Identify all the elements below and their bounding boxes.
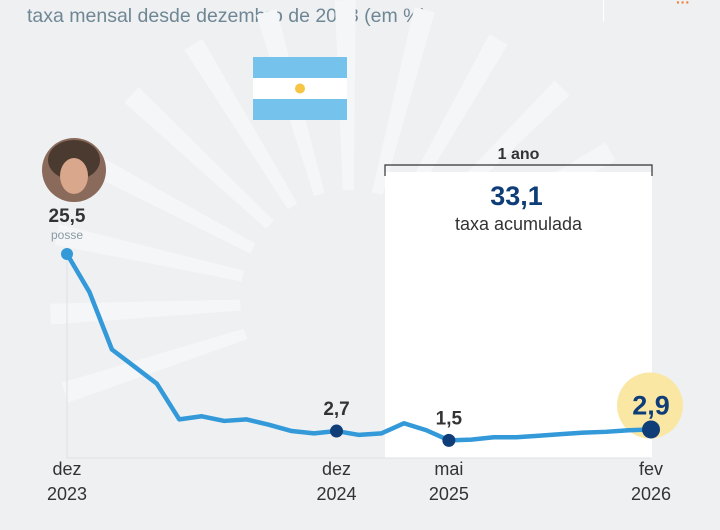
more-dots-icon[interactable]: ··· (676, 0, 690, 10)
x-tick-year: 2024 (317, 484, 357, 504)
background-ray (61, 328, 248, 403)
data-label: 2,9 (632, 390, 670, 420)
chart-subtitle: taxa mensal desde dezembro de 2023 (em %… (27, 5, 427, 27)
x-tick-month: dez (322, 459, 351, 479)
period-label: 1 ano (498, 146, 540, 163)
data-label: 2,7 (323, 399, 349, 420)
argentina-flag-icon (253, 57, 347, 120)
background-ray (184, 38, 298, 210)
period-box (385, 172, 652, 458)
x-tick-month: mai (434, 459, 463, 479)
data-point-marker (61, 248, 73, 260)
series-line (65, 252, 652, 443)
data-note: posse (51, 228, 83, 242)
divider (603, 0, 604, 22)
x-tick-month: dez (52, 459, 81, 479)
data-point-marker (330, 424, 344, 438)
president-avatar (42, 138, 106, 202)
period-bracket (384, 164, 653, 176)
data-label: 1,5 (436, 408, 463, 429)
data-point-marker (642, 420, 660, 439)
background-ray (50, 299, 241, 325)
x-tick-year: 2025 (429, 484, 469, 504)
background-ray (124, 87, 274, 229)
period-caption: taxa acumulada (455, 214, 583, 234)
x-tick-year: 2023 (47, 484, 87, 504)
x-tick-year: 2026 (631, 484, 671, 504)
data-label: 25,5 (49, 206, 86, 227)
x-tick-month: fev (639, 459, 663, 479)
background-ray (371, 6, 435, 195)
period-value: 33,1 (490, 181, 543, 211)
background-ray (399, 34, 508, 208)
background-ray (55, 224, 244, 282)
data-point-marker (442, 433, 456, 447)
highlight-circle (617, 372, 683, 439)
background-ray (80, 150, 256, 254)
